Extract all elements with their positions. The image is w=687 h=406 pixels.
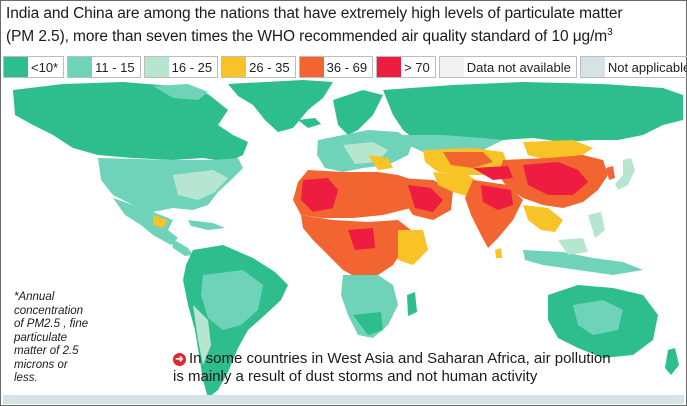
china-hotspot-shape [523,162,588,195]
china-north-hotspot-shape [473,166,513,180]
dust-storm-note: ➜ In some countries in West Asia and Saha… [173,350,611,386]
legend-label: 16 - 25 [171,59,213,75]
footnote-line: concentration [14,304,84,317]
sahara-hotspot-shape [301,178,338,212]
legend-label: 11 - 15 [95,59,135,75]
central-america-shape [153,215,168,228]
mongolia-shape [523,140,593,160]
russia-south-shape [403,135,503,152]
legend-item-data-not-available: Data not available [438,56,577,78]
borneo-shape [558,238,588,255]
footnote-line: matter of 2.5 [14,345,79,357]
footnote-line: particulate [14,331,68,344]
legend-swatch [439,57,464,77]
caribbean-shape [188,220,225,230]
canadian-archipelago-shape [153,84,208,100]
title-line-1: India and China are among the nations th… [6,5,623,22]
north-america-north-shape [13,82,248,162]
africa-dust-shape [348,228,375,250]
title-line-2: (PM 2.5), more than seven times the WHO … [6,23,682,46]
legend-swatch [144,57,169,77]
legend-swatch [299,57,324,77]
world-map [3,80,684,404]
legend-swatch [4,57,28,77]
legend-swatch [580,57,605,77]
russia-shape [383,82,683,145]
usa-east-shape [173,170,228,200]
sri-lanka-shape [495,248,502,258]
legend-label: 36 - 69 [326,59,368,75]
balkans-shape [368,155,393,170]
legend-item-over-70: > 70 [376,56,436,78]
legend-item-26-35: 26 - 35 [221,56,296,78]
southeast-asia-shape [523,205,563,232]
footnote-line: of PM2.5 , fine [14,318,89,330]
india-hotspot-shape [481,185,513,210]
madagascar-shape [407,292,417,316]
new-zealand-shape [665,348,679,375]
africa-east-shape [398,230,428,265]
central-america-south-shape [171,238,193,256]
legend-swatch [377,57,402,77]
legend-label: <10* [31,59,59,75]
note-line-1: ➜ In some countries in West Asia and Saha… [173,350,611,368]
note-text-1: In some countries in West Asia and Sahar… [189,350,611,367]
legend-item-not-applicable: Not applicable [579,56,687,78]
world-map-svg [3,80,684,404]
legend-swatch [222,57,247,77]
indonesia-shape [523,250,643,275]
footnote-line: less. [14,372,38,384]
scandinavia-shape [333,90,383,135]
japan-shape [615,158,635,190]
legend-swatch [68,57,93,77]
legend-item-36-69: 36 - 69 [298,56,374,78]
arabia-hotspot-shape [408,185,443,212]
arrow-circle-icon: ➜ [173,353,186,366]
africa-south-shape [341,275,398,338]
antarctica-shape [3,395,684,404]
greenland-shape [228,80,333,132]
korea-shape [606,166,615,180]
note-text-2: is mainly a result of dust storms and no… [173,368,538,385]
legend-label: Not applicable [607,59,687,75]
south-america-inner-shape [201,270,263,330]
legend-item-under-10: <10* [3,56,65,78]
title-superscript: 3 [607,27,613,38]
map-title: India and China are among the nations th… [6,4,682,46]
footnote-line: microns or [14,358,68,371]
footnote: *Annual concentration of PM2.5 , fine pa… [14,291,88,386]
iceland-shape [298,118,321,128]
title-line-2-text: (PM 2.5), more than seven times the WHO … [6,28,608,46]
africa-southern-tip-shape [353,312,383,335]
kazakh-shape [443,152,493,168]
legend-item-16-25: 16 - 25 [143,56,219,78]
philippines-shape [588,212,605,238]
legend-label: Data not available [466,59,571,75]
australia-inner-shape [573,300,623,335]
legend: <10* 11 - 15 16 - 25 26 - 35 36 - 69 > 7… [3,56,687,78]
footnote-line: *Annual [14,291,55,303]
mexico-shape [113,198,178,245]
legend-label: > 70 [404,59,430,75]
legend-item-11-15: 11 - 15 [67,56,141,78]
south-america-coast-shape [193,305,211,365]
legend-label: 26 - 35 [249,59,290,75]
